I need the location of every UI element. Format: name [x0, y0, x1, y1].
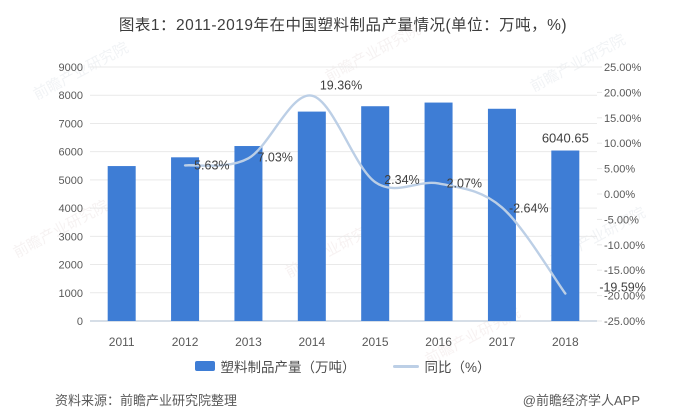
x-axis-label-2011: 2011: [109, 335, 135, 349]
x-axis-label-2012: 2012: [172, 335, 199, 349]
legend-label-yoy: 同比（%）: [424, 360, 491, 375]
yoy-label-2014: 19.36%: [320, 79, 362, 93]
left-axis-label: 2000: [59, 260, 83, 272]
bar-2016: [424, 102, 453, 321]
yoy-label-2017: -2.64%: [509, 201, 549, 215]
yoy-label-2016: 2.07%: [447, 176, 482, 190]
bar-2012: [171, 157, 200, 321]
source-note: 资料来源：前瞻产业研究院整理: [55, 393, 238, 408]
left-axis-label: 9000: [59, 62, 83, 74]
legend-item-yoy: 同比（%）: [393, 356, 491, 376]
yoy-label-2012: 5.63%: [194, 158, 229, 172]
right-axis-label: 10.00%: [604, 138, 642, 150]
right-axis-label: -20.00%: [604, 291, 645, 303]
bar-2015: [361, 106, 390, 322]
right-axis-label: 20.00%: [604, 87, 642, 99]
x-axis-label-2016: 2016: [425, 335, 452, 349]
left-axis-label: 7000: [59, 118, 83, 130]
bar-2017: [487, 108, 516, 321]
left-axis-label: 5000: [59, 175, 83, 187]
right-axis-label: -15.00%: [604, 265, 645, 277]
x-axis-label-2013: 2013: [235, 335, 262, 349]
left-axis-label: 8000: [59, 90, 83, 102]
bar-2018: [551, 150, 580, 321]
legend-label-production: 塑料制品产量（万吨）: [220, 360, 356, 375]
legend-item-production: 塑料制品产量（万吨）: [195, 356, 355, 376]
right-axis-label: 0.00%: [604, 189, 635, 201]
left-axis-label: 3000: [59, 231, 83, 243]
x-axis-label-2014: 2014: [298, 335, 325, 349]
x-axis-label-2015: 2015: [362, 335, 389, 349]
left-axis-label: 4000: [59, 203, 83, 215]
x-axis-label-2018: 2018: [552, 335, 579, 349]
left-axis-label: 0: [77, 316, 83, 328]
legend: 塑料制品产量（万吨） 同比（%）: [0, 355, 686, 377]
bar-value-label: 6040.65: [542, 131, 589, 146]
footer: 资料来源：前瞻产业研究院整理 @前瞻经济学人APP: [55, 390, 640, 409]
x-axis-label-2017: 2017: [489, 335, 516, 349]
right-axis-label: 15.00%: [604, 113, 642, 125]
right-axis-label: -10.00%: [604, 240, 645, 252]
left-axis-label: 1000: [59, 288, 83, 300]
bar-2014: [297, 111, 326, 321]
bar-swatch-icon: [195, 361, 216, 371]
chart-title: 图表1：2011-2019年在中国塑料制品产量情况(单位：万吨，%): [118, 17, 568, 34]
bar-2011: [107, 166, 136, 321]
credit: @前瞻经济学人APP: [522, 393, 640, 408]
right-axis-label: -5.00%: [604, 214, 639, 226]
line-swatch-icon: [393, 364, 420, 368]
yoy-label-2015: 2.34%: [384, 173, 419, 187]
bar-2013: [234, 146, 263, 321]
yoy-line: [183, 94, 567, 295]
right-axis-label: -25.00%: [604, 316, 645, 328]
left-axis-label: 6000: [59, 147, 83, 159]
right-axis-label: 5.00%: [604, 164, 635, 176]
right-axis-label: 25.00%: [604, 62, 642, 74]
yoy-label-2018: -19.59%: [599, 281, 646, 295]
yoy-label-2013: 7.03%: [257, 150, 292, 164]
